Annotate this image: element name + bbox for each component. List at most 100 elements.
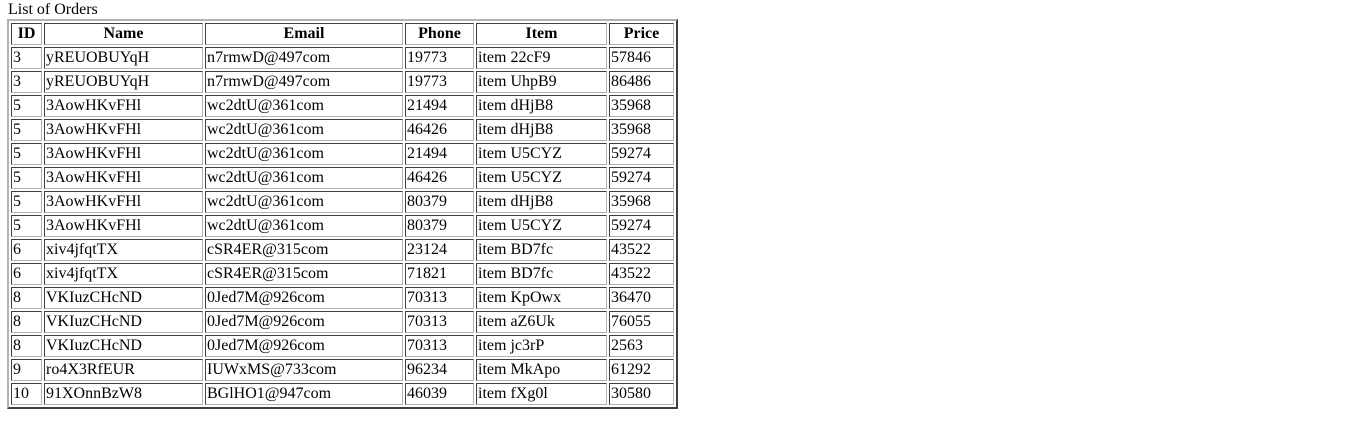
cell-item: item jc3rP [476, 335, 607, 357]
cell-name: 3AowHKvFHl [44, 167, 203, 189]
cell-price: 61292 [609, 359, 674, 381]
cell-phone: 46426 [405, 167, 474, 189]
table-row: 8 VKIuzCHcND 0Jed7M@926com 70313 item aZ6Uk 7… [11, 311, 674, 333]
cell-item: item aZ6Uk [476, 311, 607, 333]
cell-id: 3 [11, 47, 42, 69]
cell-id: 5 [11, 167, 42, 189]
cell-name: VKIuzCHcND [44, 287, 203, 309]
cell-id: 8 [11, 287, 42, 309]
cell-phone: 70313 [405, 311, 474, 333]
cell-item: item UhpB9 [476, 71, 607, 93]
column-header-item: Item [476, 23, 607, 45]
cell-email: n7rmwD@497com [205, 71, 403, 93]
cell-price: 2563 [609, 335, 674, 357]
cell-name: 3AowHKvFHl [44, 119, 203, 141]
column-header-price: Price [609, 23, 674, 45]
cell-price: 36470 [609, 287, 674, 309]
cell-phone: 70313 [405, 335, 474, 357]
cell-phone: 70313 [405, 287, 474, 309]
cell-item: item U5CYZ [476, 167, 607, 189]
cell-name: 91XOnnBzW8 [44, 383, 203, 405]
cell-id: 6 [11, 263, 42, 285]
cell-email: 0Jed7M@926com [205, 311, 403, 333]
cell-name: 3AowHKvFHl [44, 215, 203, 237]
cell-price: 43522 [609, 263, 674, 285]
cell-item: item KpOwx [476, 287, 607, 309]
cell-phone: 71821 [405, 263, 474, 285]
column-header-email: Email [205, 23, 403, 45]
table-row: 10 91XOnnBzW8 BGlHO1@947com 46039 item fXg0l… [11, 383, 674, 405]
table-row: 3 yREUOBUYqH n7rmwD@497com 19773 item UhpB9 8… [11, 71, 674, 93]
cell-email: wc2dtU@361com [205, 191, 403, 213]
cell-email: 0Jed7M@926com [205, 335, 403, 357]
cell-name: VKIuzCHcND [44, 335, 203, 357]
table-header-row: ID Name Email Phone Item Price [11, 23, 674, 45]
cell-id: 8 [11, 335, 42, 357]
cell-name: 3AowHKvFHl [44, 95, 203, 117]
cell-id: 5 [11, 215, 42, 237]
cell-item: item BD7fc [476, 263, 607, 285]
table-row: 5 3AowHKvFHl wc2dtU@361com 21494 item U5CYZ 5… [11, 143, 674, 165]
cell-phone: 21494 [405, 143, 474, 165]
orders-table: ID Name Email Phone Item Price 3 yREUOBUY… [7, 19, 678, 409]
cell-price: 76055 [609, 311, 674, 333]
cell-price: 35968 [609, 119, 674, 141]
cell-name: yREUOBUYqH [44, 47, 203, 69]
table-row: 9 ro4X3RfEUR IUWxMS@733com 96234 item MkApo 6… [11, 359, 674, 381]
table-row: 6 xiv4jfqtTX cSR4ER@315com 23124 item BD7fc 4… [11, 239, 674, 261]
cell-phone: 80379 [405, 215, 474, 237]
cell-id: 8 [11, 311, 42, 333]
table-row: 5 3AowHKvFHl wc2dtU@361com 46426 item U5CYZ 5… [11, 167, 674, 189]
cell-price: 59274 [609, 167, 674, 189]
cell-email: n7rmwD@497com [205, 47, 403, 69]
cell-item: item BD7fc [476, 239, 607, 261]
page-title: List of Orders [8, 1, 98, 18]
table-row: 3 yREUOBUYqH n7rmwD@497com 19773 item 22cF9 5… [11, 47, 674, 69]
cell-email: 0Jed7M@926com [205, 287, 403, 309]
cell-id: 5 [11, 143, 42, 165]
table-row: 5 3AowHKvFHl wc2dtU@361com 80379 item U5CYZ 5… [11, 215, 674, 237]
cell-price: 30580 [609, 383, 674, 405]
cell-email: wc2dtU@361com [205, 215, 403, 237]
cell-phone: 96234 [405, 359, 474, 381]
cell-email: wc2dtU@361com [205, 95, 403, 117]
cell-id: 6 [11, 239, 42, 261]
column-header-id: ID [11, 23, 42, 45]
cell-name: 3AowHKvFHl [44, 143, 203, 165]
cell-name: ro4X3RfEUR [44, 359, 203, 381]
cell-item: item U5CYZ [476, 143, 607, 165]
cell-id: 5 [11, 95, 42, 117]
cell-price: 57846 [609, 47, 674, 69]
table-row: 5 3AowHKvFHl wc2dtU@361com 80379 item dHjB8 3… [11, 191, 674, 213]
cell-item: item 22cF9 [476, 47, 607, 69]
cell-item: item fXg0l [476, 383, 607, 405]
cell-email: IUWxMS@733com [205, 359, 403, 381]
cell-price: 59274 [609, 215, 674, 237]
cell-price: 35968 [609, 191, 674, 213]
cell-price: 59274 [609, 143, 674, 165]
cell-item: item dHjB8 [476, 119, 607, 141]
table-row: 8 VKIuzCHcND 0Jed7M@926com 70313 item KpOwx 3… [11, 287, 674, 309]
column-header-name: Name [44, 23, 203, 45]
cell-phone: 19773 [405, 71, 474, 93]
orders-table-body: 3 yREUOBUYqH n7rmwD@497com 19773 item 22cF9 5… [11, 47, 674, 405]
cell-email: BGlHO1@947com [205, 383, 403, 405]
cell-id: 9 [11, 359, 42, 381]
cell-price: 35968 [609, 95, 674, 117]
orders-table-container: ID Name Email Phone Item Price 3 yREUOBUY… [7, 19, 678, 409]
table-row: 6 xiv4jfqtTX cSR4ER@315com 71821 item BD7fc 4… [11, 263, 674, 285]
table-row: 5 3AowHKvFHl wc2dtU@361com 21494 item dHjB8 3… [11, 95, 674, 117]
cell-id: 3 [11, 71, 42, 93]
cell-id: 10 [11, 383, 42, 405]
table-row: 8 VKIuzCHcND 0Jed7M@926com 70313 item jc3rP 2… [11, 335, 674, 357]
cell-item: item dHjB8 [476, 95, 607, 117]
cell-email: wc2dtU@361com [205, 119, 403, 141]
table-row: 5 3AowHKvFHl wc2dtU@361com 46426 item dHjB8 3… [11, 119, 674, 141]
cell-phone: 46426 [405, 119, 474, 141]
cell-id: 5 [11, 119, 42, 141]
cell-item: item MkApo [476, 359, 607, 381]
cell-phone: 19773 [405, 47, 474, 69]
cell-phone: 23124 [405, 239, 474, 261]
cell-item: item U5CYZ [476, 215, 607, 237]
cell-name: VKIuzCHcND [44, 311, 203, 333]
